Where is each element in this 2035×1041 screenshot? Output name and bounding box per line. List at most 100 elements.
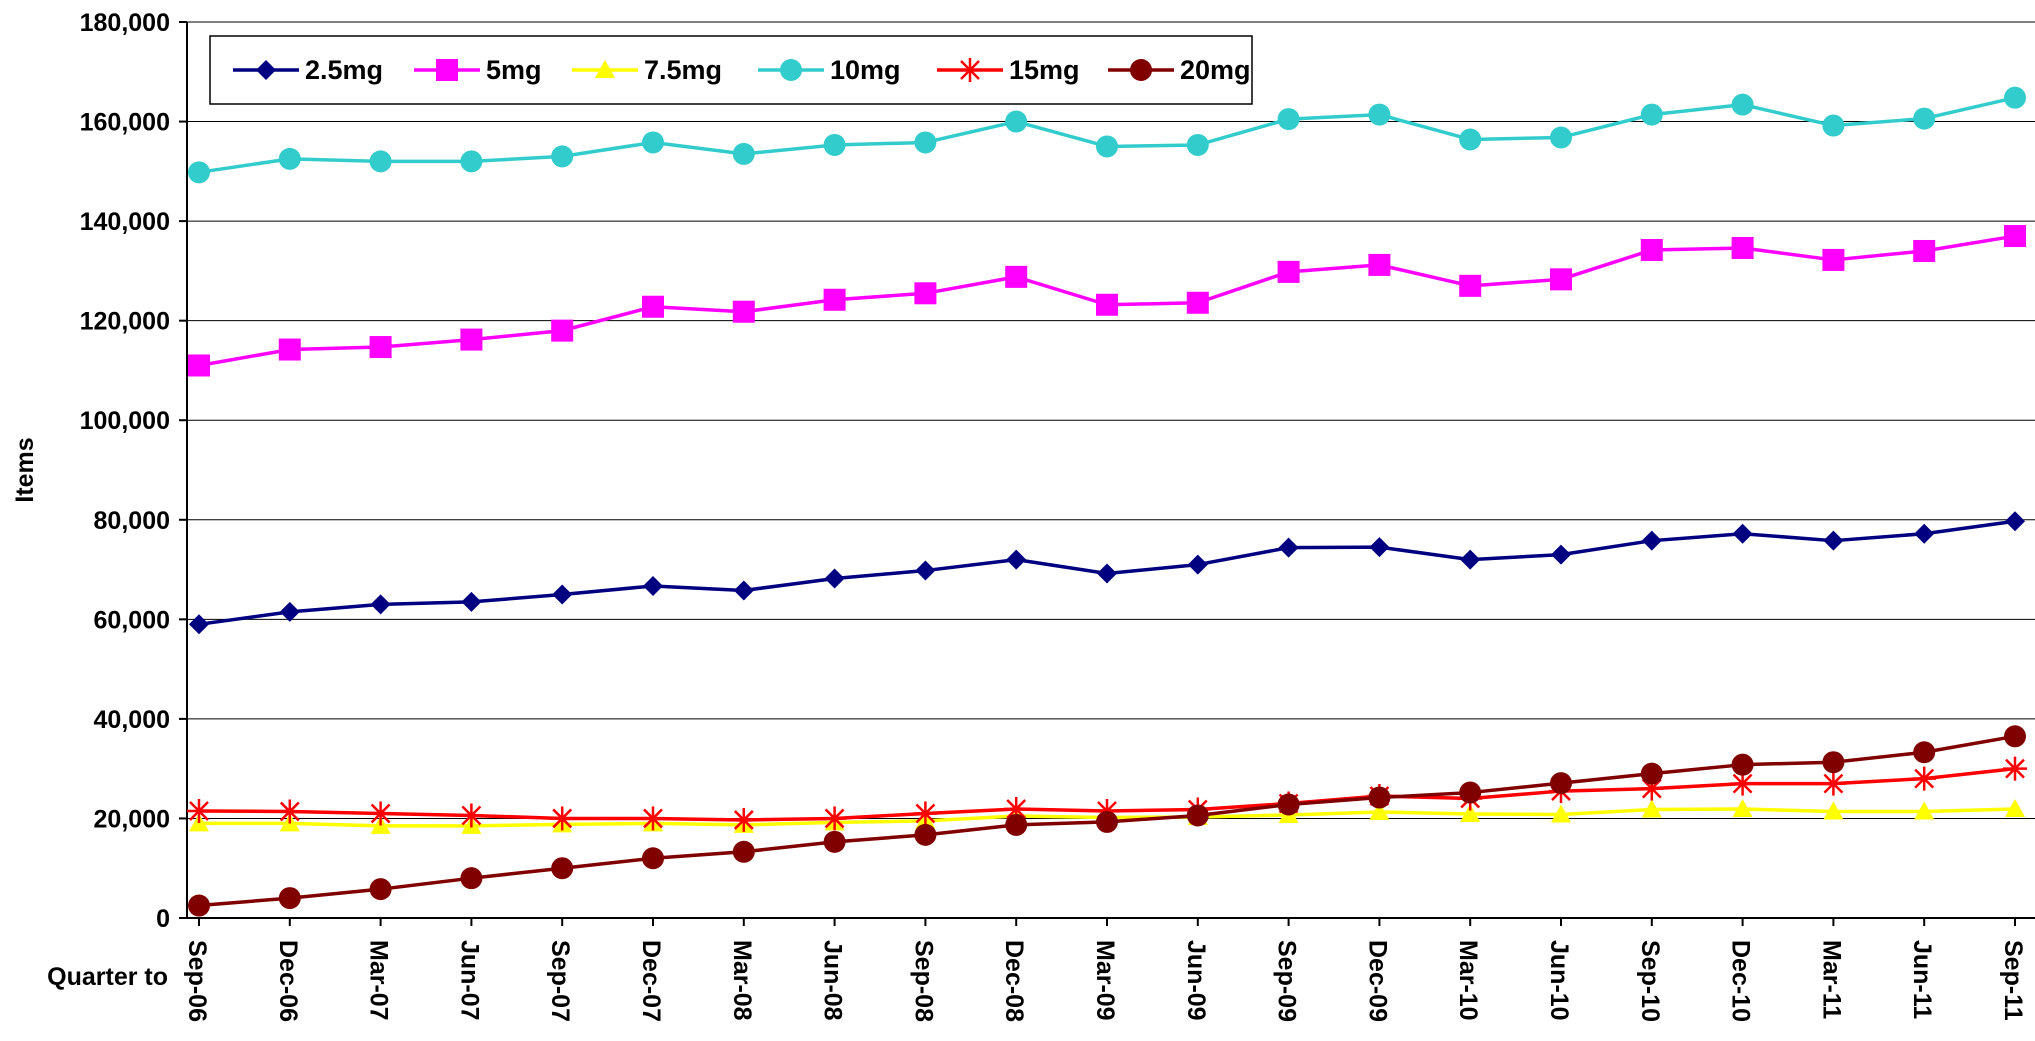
data-point-10mg [278,147,301,170]
data-point-7-5mg [1460,803,1481,822]
legend-entry-10mg: 10mg [758,55,901,85]
legend-label: 20mg [1180,55,1251,85]
data-point-2-5mg [733,580,754,601]
y-tick-label: 40,000 [94,706,170,734]
data-point-7-5mg [1732,798,1753,817]
data-point-15mg [550,806,575,831]
data-point-10mg [1368,103,1391,126]
x-tick-label: Jun-09 [1182,940,1210,1021]
data-point-15mg [731,807,756,832]
data-point-15mg [1912,766,1937,791]
data-point-15mg [459,803,484,828]
data-point-10mg [1277,108,1300,131]
data-point-2-5mg [1187,554,1208,575]
data-point-5mg [1640,238,1663,261]
data-point-15mg [822,806,847,831]
y-tick-label: 60,000 [94,606,170,634]
data-point-7-5mg [1914,801,1935,820]
data-point-10mg [1640,103,1663,126]
data-point-20mg [1459,781,1482,804]
data-point-2-5mg [1551,544,1571,565]
legend-entry-20mg: 20mg [1108,55,1251,85]
data-point-20mg [732,840,755,863]
data-point-20mg [1640,762,1663,785]
x-tick-label: Sep-08 [909,940,937,1022]
data-point-5mg [1731,236,1754,259]
legend: 2.5mg 5mg 7.5mg 10mg 15mg 20mg [209,35,1253,105]
series-group [187,86,2027,917]
series-10mg [188,86,2026,184]
x-tick-label: Dec-07 [637,940,665,1022]
data-point-2-5mg [2005,511,2025,532]
series-20mg [188,725,2026,917]
data-point-20mg [914,823,937,846]
axes [179,21,2035,926]
x-tick-label: Dec-10 [1727,940,1755,1022]
gridlines [187,21,2035,819]
data-point-2-5mg [461,591,482,612]
data-point-5mg [278,338,301,361]
data-point-5mg [188,354,210,377]
y-tick-label: 100,000 [80,407,170,435]
data-point-5mg [2004,225,2026,248]
data-point-20mg [1822,751,1845,774]
data-point-15mg [2003,756,2027,781]
data-point-5mg [460,328,483,351]
data-point-20mg [1913,741,1936,764]
legend-entry-15mg: 15mg [937,55,1080,85]
data-point-20mg [1550,772,1572,795]
legend-box [209,35,1253,105]
y-tick-label: 80,000 [94,507,170,535]
series-2-5mg [189,511,2025,635]
x-tick-label: Jun-08 [819,940,847,1021]
data-point-20mg [1368,786,1391,809]
y-tick-label: 20,000 [94,805,170,833]
data-point-7-5mg [1823,801,1844,820]
x-tick-label: Sep-10 [1636,940,1664,1022]
x-tick-label: Mar-10 [1454,940,1482,1021]
data-point-2-5mg [1006,549,1027,570]
y-tick-label: 180,000 [80,9,170,37]
legend-marker [256,60,276,80]
data-point-5mg [1550,268,1572,291]
data-point-2-5mg [552,584,573,605]
x-tick-label: Dec-08 [1000,940,1028,1022]
data-point-2-5mg [1460,549,1481,570]
data-point-10mg [369,150,392,173]
x-tick-label: Mar-11 [1817,940,1845,1019]
legend-marker [595,60,615,78]
data-point-2-5mg [1641,530,1662,551]
data-point-2-5mg [1097,563,1117,584]
data-point-5mg [1277,260,1300,283]
data-point-2-5mg [1914,523,1935,544]
data-point-20mg [1096,810,1118,833]
legend-entry-2-5mg: 2.5mg [233,55,383,85]
x-axis-title: Quarter to [47,963,168,991]
data-point-15mg [1004,796,1029,821]
data-point-10mg [1731,93,1754,116]
data-point-10mg [551,145,574,168]
legend-label: 10mg [830,55,901,85]
data-point-15mg [187,798,211,823]
legend-marker [436,59,458,81]
data-point-2-5mg [370,594,391,615]
legend-label: 5mg [486,55,542,85]
data-point-20mg [460,867,483,890]
legend-label: 15mg [1009,55,1080,85]
legend-marker [780,59,802,81]
data-point-20mg [1005,813,1028,836]
data-point-20mg [2004,725,2026,748]
data-point-15mg [368,801,393,826]
data-point-2-5mg [1732,523,1753,544]
data-point-20mg [188,894,210,917]
x-tick-label: Dec-09 [1363,940,1391,1022]
x-tick-label: Jun-07 [455,940,483,1021]
data-point-2-5mg [824,568,845,589]
y-tick-label: 160,000 [80,109,170,137]
data-point-5mg [369,336,392,359]
data-point-10mg [1186,133,1209,156]
data-point-10mg [823,133,846,156]
data-point-5mg [1368,253,1391,276]
y-tick-label: 120,000 [80,308,170,336]
